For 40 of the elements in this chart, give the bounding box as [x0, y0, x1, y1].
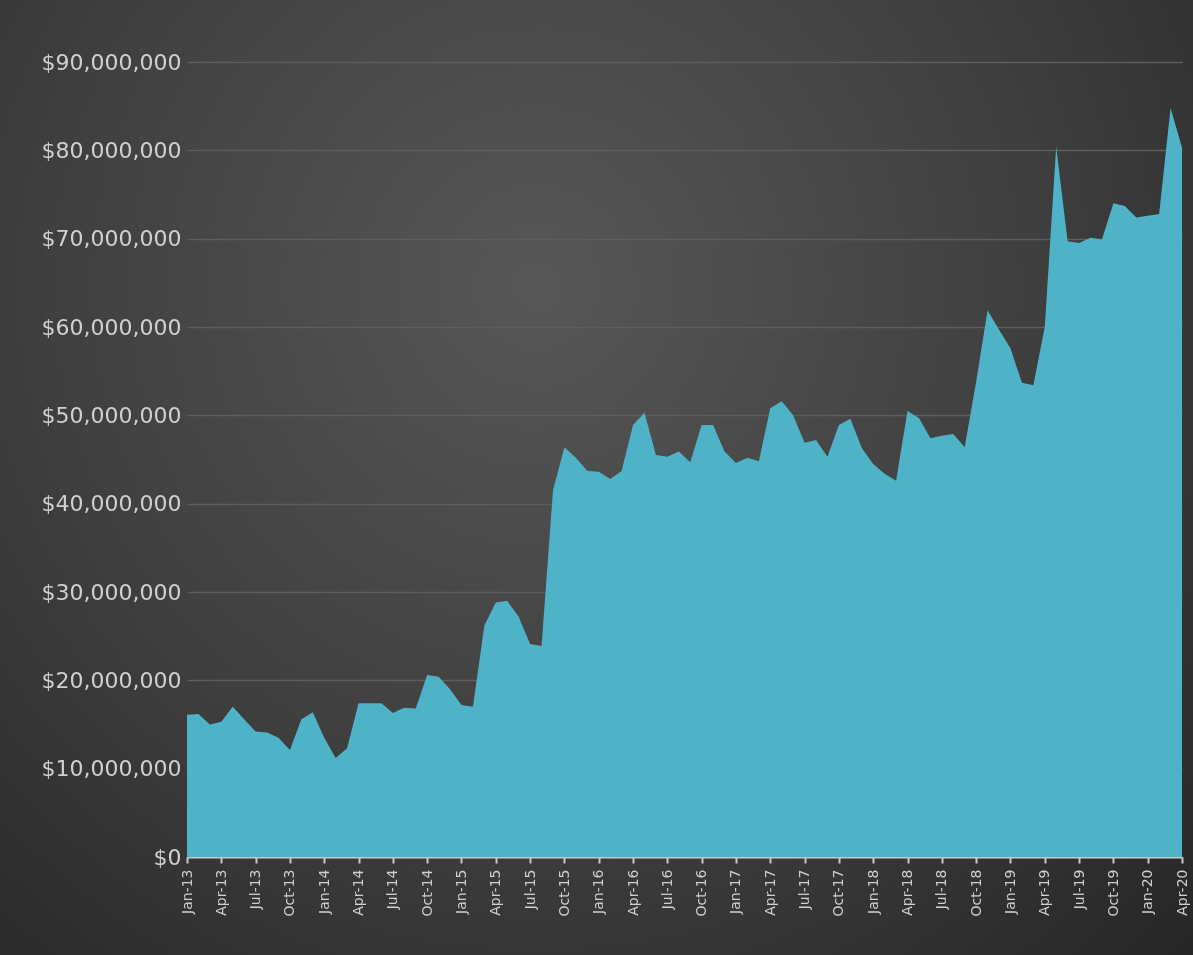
x-tick-label: Jul-18: [933, 869, 950, 911]
y-tick-label: $20,000,000: [41, 667, 182, 693]
x-tick-label: Apr-17: [761, 869, 778, 916]
y-tick-label: $70,000,000: [41, 226, 182, 252]
x-tick-label: Oct-15: [555, 869, 572, 917]
x-tick-label: Jan-19: [1001, 869, 1018, 915]
x-tick-label: Jul-15: [521, 869, 538, 911]
x-tick-label: Jul-17: [796, 869, 813, 911]
x-tick-label: Jul-14: [384, 869, 401, 911]
x-tick-label: Oct-17: [830, 869, 847, 917]
x-tick-label: Jan-17: [727, 869, 744, 915]
x-tick-label: Apr-18: [899, 869, 916, 916]
y-tick-label: $60,000,000: [41, 314, 182, 340]
y-tick-label: $40,000,000: [41, 491, 182, 517]
y-tick-label: $50,000,000: [41, 402, 182, 428]
x-tick-label: Jan-18: [864, 869, 881, 915]
x-tick-label: Oct-16: [693, 869, 710, 917]
x-tick-label: Jan-14: [315, 869, 332, 915]
y-tick-label: $30,000,000: [41, 579, 182, 605]
x-tick-label: Oct-13: [281, 869, 298, 917]
x-tick-label: Oct-14: [418, 869, 435, 917]
x-tick-label: Jul-19: [1070, 869, 1087, 911]
y-tick-label: $80,000,000: [41, 137, 182, 163]
x-tick-label: Jul-13: [247, 869, 264, 911]
x-tick-label: Apr-14: [350, 869, 367, 916]
x-tick-label: Jan-15: [452, 869, 469, 915]
x-tick-label: Jan-20: [1139, 869, 1156, 915]
x-tick-label: Jan-13: [178, 869, 195, 915]
y-tick-label: $90,000,000: [41, 49, 182, 75]
y-tick-label: $0: [153, 844, 182, 870]
x-tick-label: Apr-16: [624, 869, 641, 916]
x-tick-label: Apr-15: [487, 869, 504, 916]
x-tick-label: Jan-16: [590, 869, 607, 915]
x-tick-label: Oct-18: [967, 869, 984, 917]
x-tick-label: Apr-20: [1173, 869, 1190, 916]
x-tick-label: Apr-13: [212, 869, 229, 916]
x-tick-label: Oct-19: [1104, 869, 1121, 917]
x-tick-label: Apr-19: [1036, 869, 1053, 916]
x-tick-label: Jul-16: [658, 869, 675, 911]
y-tick-label: $10,000,000: [41, 756, 182, 782]
